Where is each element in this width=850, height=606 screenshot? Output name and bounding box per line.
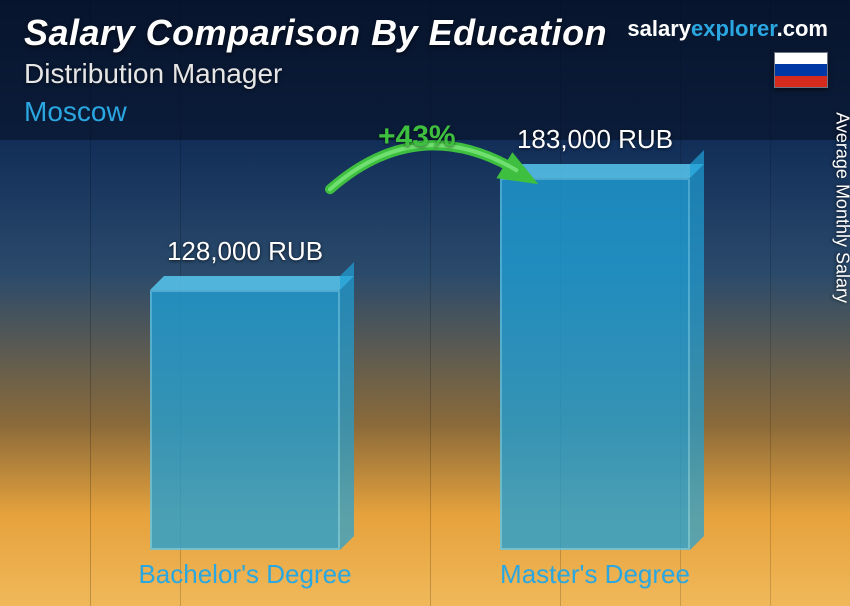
flag-stripe-1 (775, 53, 827, 64)
brand-part-3: .com (777, 16, 828, 41)
delta-label: +43% (378, 120, 456, 154)
bar-front-face (500, 178, 690, 550)
page-title: Salary Comparison By Education (24, 12, 607, 54)
brand-logo: salaryexplorer.com (627, 16, 828, 42)
bar-front-face (150, 290, 340, 550)
bar-top-face (150, 276, 354, 290)
brand-part-2: explorer (691, 16, 777, 41)
bar-value-label: 183,000 RUB (517, 124, 673, 155)
flag-stripe-3 (775, 76, 827, 87)
page-location: Moscow (24, 96, 127, 128)
infographic-canvas: Salary Comparison By Education Distribut… (0, 0, 850, 606)
flag-stripe-2 (775, 64, 827, 75)
bar-side-face (690, 150, 704, 550)
flag-icon (774, 52, 828, 88)
bar-side-face (340, 262, 354, 550)
page-subtitle: Distribution Manager (24, 58, 282, 90)
bar-top-face (500, 164, 704, 178)
bar-bachelors: 128,000 RUB Bachelor's Degree (150, 290, 340, 550)
y-axis-label: Average Monthly Salary (832, 112, 850, 303)
brand-part-1: salary (627, 16, 691, 41)
bar-category-label: Master's Degree (500, 559, 690, 590)
bar-value-label: 128,000 RUB (167, 236, 323, 267)
bar-masters: 183,000 RUB Master's Degree (500, 178, 690, 550)
bar-category-label: Bachelor's Degree (138, 559, 351, 590)
